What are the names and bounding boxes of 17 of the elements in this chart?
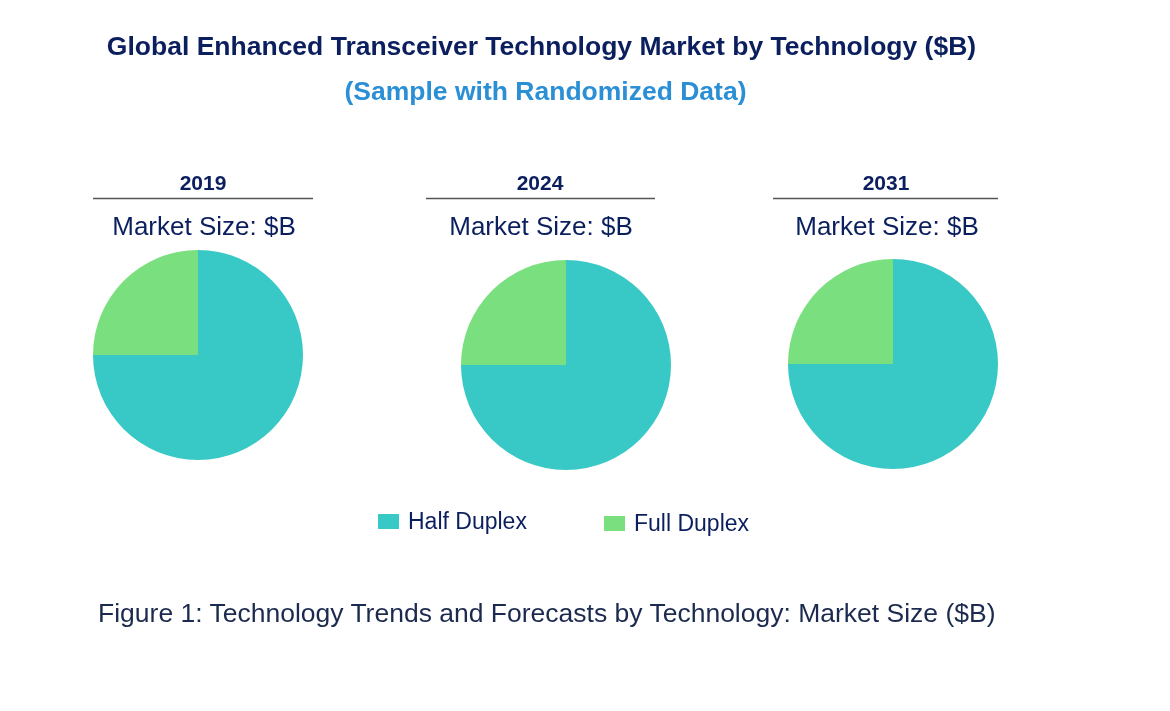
legend-label: Half Duplex (408, 508, 528, 534)
chart-title: 2019 (179, 170, 227, 194)
text: (Sample with Randomized Data) (344, 75, 747, 106)
chart-title: 2024 (516, 170, 564, 194)
text: Global Enhanced Transceiver Technology Market by Technology ($B) (106, 30, 977, 61)
chart-subtitle: Market Size: $B (449, 211, 633, 241)
chart-subtitle: Market Size: $B (112, 211, 296, 241)
legend-label: Full Duplex (634, 510, 750, 536)
pie-slice (461, 260, 671, 470)
chart-subtitle: Market Size: $B (795, 211, 979, 241)
pie-slice (93, 250, 303, 460)
pie-slice (93, 250, 198, 355)
pie-slice (461, 260, 566, 365)
pie-slice (788, 259, 998, 469)
pie-slice (788, 259, 893, 364)
chart-title: 2031 (862, 170, 910, 194)
caption: Figure 1: Technology Trends and Forecasts by Technology: Market Size ($B) (98, 598, 996, 628)
